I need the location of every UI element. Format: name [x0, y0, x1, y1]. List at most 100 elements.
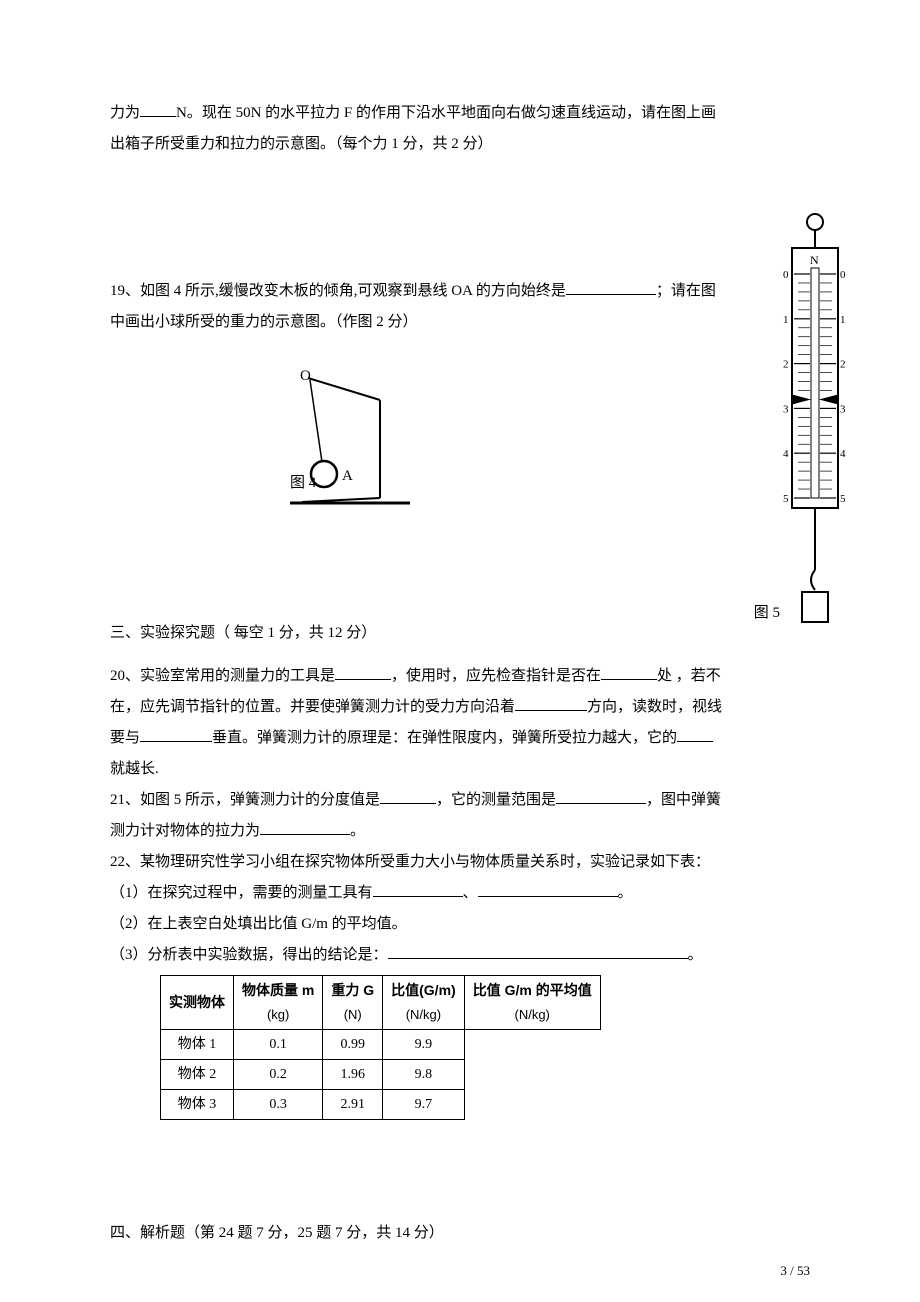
col-object: 实测物体	[161, 976, 234, 1030]
blank[interactable]	[140, 102, 176, 117]
q20-line4: 就越长.	[110, 756, 810, 783]
section4-heading: 四、解析题（第 24 题 7 分，25 题 7 分，共 14 分）	[110, 1220, 810, 1247]
table-row: 物体 10.10.999.9	[161, 1029, 601, 1059]
label-O: O	[300, 370, 311, 384]
svg-text:5: 5	[783, 493, 789, 505]
table-cell: 9.9	[383, 1029, 465, 1059]
text: ，使用时，应先检查指针是否在	[391, 668, 601, 684]
blank[interactable]	[260, 820, 350, 835]
page-number: 3 / 53	[780, 1259, 810, 1282]
table-cell: 物体 2	[161, 1059, 234, 1089]
text: 处 ，若不	[657, 668, 721, 684]
q19-line2: 中画出小球所受的重力的示意图。（作图 2 分）	[110, 309, 810, 336]
th-sub: (N)	[331, 1003, 374, 1026]
fig4-diagram: O A	[280, 370, 430, 530]
board-top	[308, 378, 380, 400]
q22-sub3: （3）分析表中实验数据，得出的结论是：。	[110, 942, 810, 969]
table-body: 物体 10.10.999.9物体 20.21.969.8物体 30.32.919…	[161, 1029, 601, 1120]
th-text: 物体质量 m	[242, 982, 314, 998]
blank[interactable]	[373, 882, 463, 897]
q20-line1: 20、实验室常用的测量力的工具是 ，使用时，应先检查指针是否在 处 ，若不	[110, 663, 810, 690]
fig4-svg: O A	[280, 370, 430, 520]
q21-line2: 测力计对物体的拉力为。	[110, 818, 810, 845]
svg-text:4: 4	[783, 448, 789, 460]
top-ring-icon	[807, 214, 823, 230]
col-weight: 重力 G (N)	[323, 976, 383, 1030]
th-sub: (N/kg)	[391, 1003, 456, 1026]
unit-N: N	[810, 253, 819, 267]
q22-sub1: （1）在探究过程中，需要的测量工具有 、 。	[110, 880, 810, 907]
blank[interactable]	[380, 789, 436, 804]
text: N。现在 50N 的水平拉力 F 的作用下沿水平地面向右做匀速直线运动，请在图上…	[176, 105, 716, 121]
blank[interactable]	[556, 789, 646, 804]
string-line	[310, 380, 322, 462]
label-A: A	[342, 468, 353, 484]
text: ；请在图	[656, 283, 716, 299]
q18-frag-line2: 出箱子所受重力和拉力的示意图。（每个力 1 分，共 2 分）	[110, 131, 810, 158]
table-header-row: 实测物体 物体质量 m (kg) 重力 G (N) 比值(G/m) (N/kg) 比值…	[161, 976, 601, 1030]
col-avg[interactable]: 比值 G/m 的平均值 (N/kg)	[464, 976, 600, 1030]
blank[interactable]	[677, 727, 713, 742]
col-mass: 物体质量 m (kg)	[234, 976, 323, 1030]
blank[interactable]	[515, 696, 587, 711]
fig5-label: 图 5	[754, 600, 780, 627]
table-cell: 2.91	[323, 1089, 383, 1119]
text: 要与	[110, 730, 140, 746]
data-table: 实测物体 物体质量 m (kg) 重力 G (N) 比值(G/m) (N/kg) 比值…	[160, 975, 601, 1120]
table-row: 物体 20.21.969.8	[161, 1059, 601, 1089]
table-cell: 1.96	[323, 1059, 383, 1089]
fig5-diagram: N 001122334455	[780, 210, 850, 640]
table-row: 物体 30.32.919.7	[161, 1089, 601, 1119]
svg-text:3: 3	[783, 403, 789, 415]
th-sub: (N/kg)	[473, 1003, 592, 1026]
blank[interactable]	[478, 882, 618, 897]
table-cell: 9.7	[383, 1089, 465, 1119]
text: ，它的测量范围是	[436, 792, 556, 808]
th-text: 比值 G/m 的平均值	[473, 982, 592, 998]
blank[interactable]	[335, 665, 391, 680]
spring-scale-svg: N 001122334455	[780, 210, 850, 630]
text: 、	[463, 885, 478, 901]
table-cell: 0.99	[323, 1029, 383, 1059]
table-cell: 0.2	[234, 1059, 323, 1089]
text: 21、如图 5 所示，弹簧测力计的分度值是	[110, 792, 380, 808]
svg-text:2: 2	[783, 359, 789, 371]
svg-text:1: 1	[783, 314, 789, 326]
q18-frag-line1: 力为N。现在 50N 的水平拉力 F 的作用下沿水平地面向右做匀速直线运动，请在…	[110, 100, 810, 127]
text: 测力计对物体的拉力为	[110, 823, 260, 839]
board-bottom	[302, 498, 380, 502]
text: 。	[618, 885, 633, 901]
svg-text:4: 4	[840, 448, 846, 460]
th-text: 重力 G	[331, 982, 374, 998]
hook-icon	[811, 570, 815, 590]
blank[interactable]	[566, 280, 656, 295]
q20-line2: 在，应先调节指针的位置。并要使弹簧测力计的受力方向沿着方向，读数时，视线	[110, 694, 810, 721]
col-ratio: 比值(G/m) (N/kg)	[383, 976, 465, 1030]
text: 垂直。弹簧测力计的原理是：在弹性限度内，弹簧所受拉力越大，它的	[212, 730, 677, 746]
section3-heading: 三、实验探究题（ 每空 1 分，共 12 分）	[110, 620, 810, 647]
figures-row: 图 4 O A 图 5 N 001122334455	[110, 340, 810, 620]
text: 19、如图 4 所示,缓慢改变木板的倾角,可观察到悬线 OA 的方向始终是	[110, 283, 566, 299]
table-cell: 物体 3	[161, 1089, 234, 1119]
blank[interactable]	[140, 727, 212, 742]
text: （1）在探究过程中，需要的测量工具有	[110, 885, 373, 901]
weight-box	[802, 592, 828, 622]
blank[interactable]	[388, 944, 688, 959]
th-sub: (kg)	[242, 1003, 314, 1026]
table-cell: 9.8	[383, 1059, 465, 1089]
th-text: 实测物体	[169, 994, 225, 1010]
ball-circle	[311, 461, 337, 487]
svg-text:0: 0	[840, 269, 846, 281]
svg-text:2: 2	[840, 359, 846, 371]
table-cell: 0.1	[234, 1029, 323, 1059]
q22-sub2: （2）在上表空白处填出比值 G/m 的平均值。	[110, 911, 810, 938]
blank[interactable]	[601, 665, 657, 680]
svg-text:1: 1	[840, 314, 846, 326]
svg-text:3: 3	[840, 403, 846, 415]
th-text: 比值(G/m)	[391, 982, 456, 998]
svg-text:0: 0	[783, 269, 789, 281]
q19-line1: 19、如图 4 所示,缓慢改变木板的倾角,可观察到悬线 OA 的方向始终是 ；请在…	[110, 278, 810, 305]
text: 方向，读数时，视线	[587, 699, 722, 715]
table-cell: 物体 1	[161, 1029, 234, 1059]
text: 20、实验室常用的测量力的工具是	[110, 668, 335, 684]
